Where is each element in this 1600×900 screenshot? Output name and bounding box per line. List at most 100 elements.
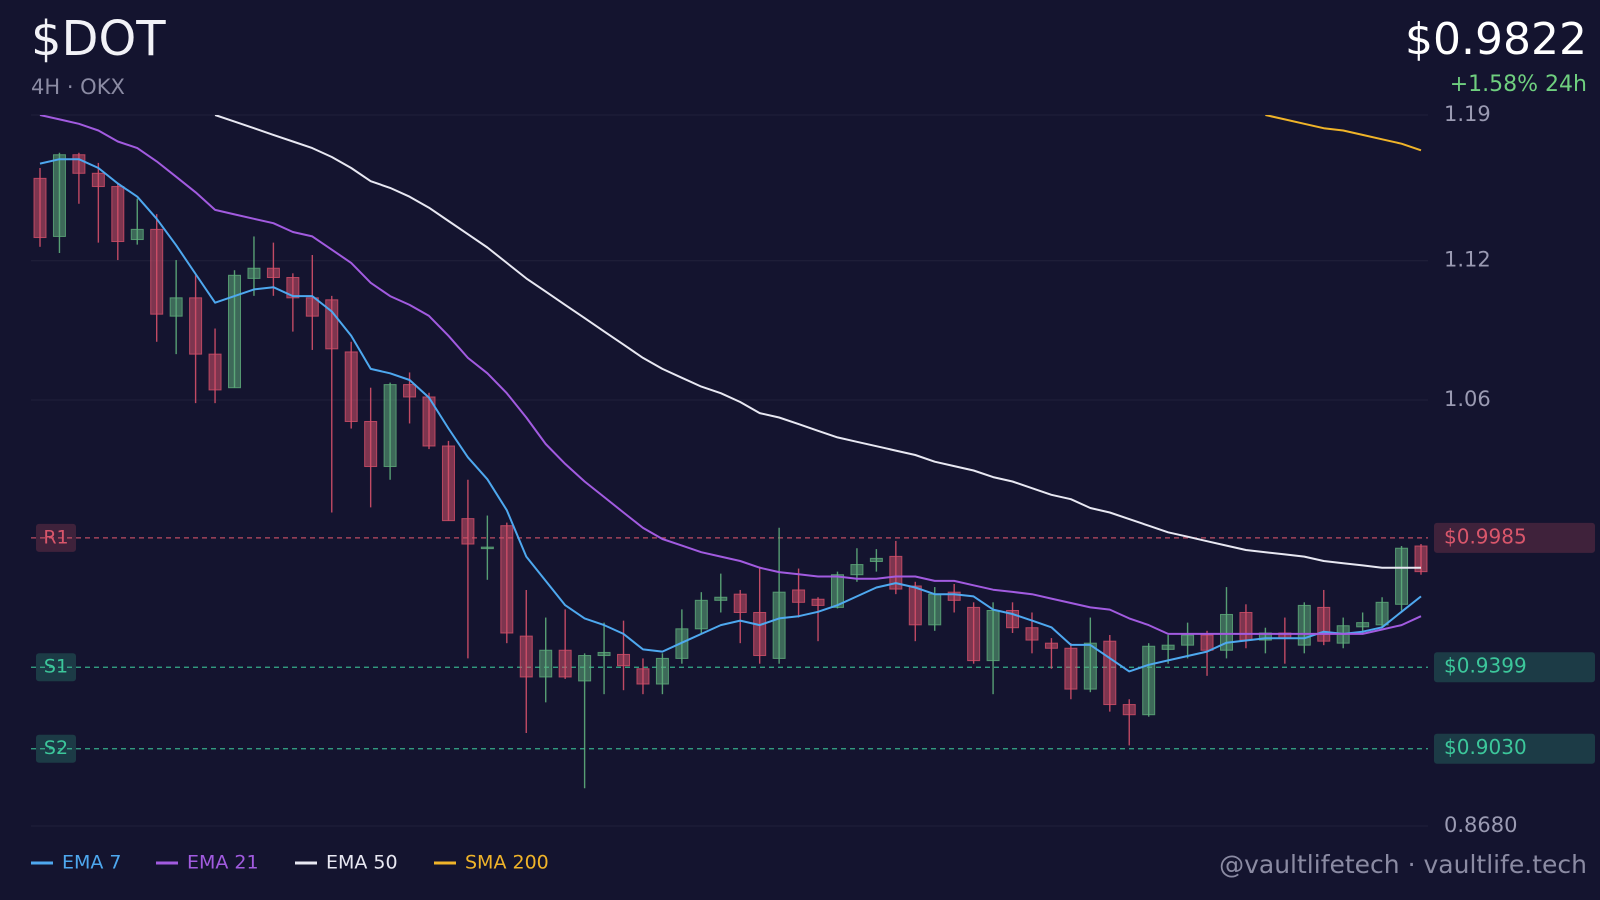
candle-body: [772, 591, 786, 659]
candle-body: [792, 589, 806, 603]
candle-body: [617, 653, 631, 667]
level-name: S2: [44, 737, 68, 759]
candle-body: [72, 154, 86, 174]
level-tag: [36, 734, 76, 763]
candle-body: [850, 564, 864, 576]
legend-label: EMA 50: [326, 852, 398, 874]
y-tick-label: 0.8680: [1444, 813, 1517, 837]
indicator-line: [39, 115, 1422, 635]
level-price-tag: [1434, 652, 1595, 683]
candle-body: [1239, 611, 1253, 641]
candle-body: [1317, 606, 1331, 642]
candle-body: [1356, 622, 1370, 628]
candle-body: [636, 668, 650, 685]
candle-body: [189, 297, 203, 355]
candle-body: [694, 599, 708, 630]
level-name: R1: [43, 526, 68, 548]
y-tick-label: 1.06: [1444, 387, 1491, 411]
candle-body: [364, 420, 378, 468]
candle-body: [733, 593, 747, 613]
candle-body: [91, 172, 105, 188]
level-price: $0.9399: [1444, 654, 1527, 678]
y-tick-label: 1.12: [1444, 248, 1491, 272]
candle-body: [869, 557, 883, 562]
candle-body: [986, 609, 1000, 662]
price: $0.9822: [1405, 14, 1587, 65]
candle-body: [266, 267, 280, 279]
watermark: @vaultlifetech · vaultlife.tech: [1219, 850, 1587, 879]
level-tag: [36, 653, 76, 682]
legend-label: EMA 21: [187, 852, 259, 874]
candle-body: [1064, 647, 1078, 690]
symbol: $DOT: [31, 11, 166, 67]
y-tick-label: 1.19: [1444, 102, 1491, 126]
candle-body: [130, 228, 144, 241]
level-price-tag: [1434, 733, 1595, 764]
level-name: S1: [44, 656, 68, 678]
candle-body: [111, 186, 125, 243]
candle-body: [228, 274, 242, 389]
candle-body: [208, 353, 222, 391]
candle-body: [811, 598, 825, 606]
candle-body: [928, 593, 942, 626]
candle-body: [967, 606, 981, 662]
candle-body: [908, 585, 922, 626]
candle-body: [714, 596, 728, 601]
candle-body: [247, 267, 261, 279]
candle-body: [1142, 645, 1156, 716]
candle-body: [1297, 604, 1311, 646]
candle-body: [150, 228, 164, 315]
indicator-line: [214, 115, 1421, 569]
indicator-lines: [39, 115, 1422, 673]
candle-body: [1395, 547, 1409, 605]
candle-body: [169, 297, 183, 317]
level-tag: [36, 523, 76, 552]
candle-body: [461, 518, 475, 545]
candle-body: [305, 297, 319, 317]
candle-body: [1200, 634, 1214, 651]
level-price-tag: [1434, 522, 1595, 553]
candle-body: [441, 445, 455, 522]
candle-body: [947, 591, 961, 601]
candle-body: [1103, 640, 1117, 706]
candle-body: [1414, 545, 1428, 573]
candle-body: [500, 525, 514, 634]
candle-body: [325, 299, 339, 350]
candle-body: [480, 546, 494, 550]
subtitle: 4H · OKX: [31, 75, 125, 99]
candle-body: [1161, 644, 1175, 650]
candle-body: [1219, 613, 1233, 651]
candle-body: [52, 154, 66, 237]
candle-body: [753, 611, 767, 657]
candle-body: [539, 649, 553, 678]
candle-body: [1375, 601, 1389, 626]
grid: [31, 114, 1428, 827]
candle-body: [1083, 642, 1097, 690]
candle-body: [655, 657, 669, 685]
labels: 1.19 1.12 1.06 0.8680 R1 $0.9985 S1 $0.9399 S2 $0…: [36, 102, 1595, 837]
legend-label: SMA 200: [465, 852, 549, 874]
candle-body: [558, 649, 572, 678]
candle-body: [1044, 642, 1058, 649]
level-price: $0.9030: [1444, 735, 1527, 759]
candle-body: [286, 277, 300, 299]
candle-body: [519, 635, 533, 678]
candle-body: [1122, 704, 1136, 716]
legend-label: EMA 7: [62, 852, 122, 874]
candle-body: [578, 655, 592, 682]
candle-body: [889, 555, 903, 590]
level-price: $0.9985: [1444, 524, 1527, 548]
candle-body: [344, 351, 358, 422]
indicator-line: [39, 158, 1422, 673]
candle-body: [1181, 634, 1195, 646]
candle-body: [597, 651, 611, 657]
candle-body: [383, 384, 397, 468]
candle-body: [1025, 627, 1039, 641]
candle-body: [33, 177, 47, 239]
price-change: +1.58% 24h: [1450, 72, 1587, 97]
indicator-line: [1265, 115, 1422, 152]
candle-body: [403, 384, 417, 398]
candle-body: [830, 574, 844, 608]
